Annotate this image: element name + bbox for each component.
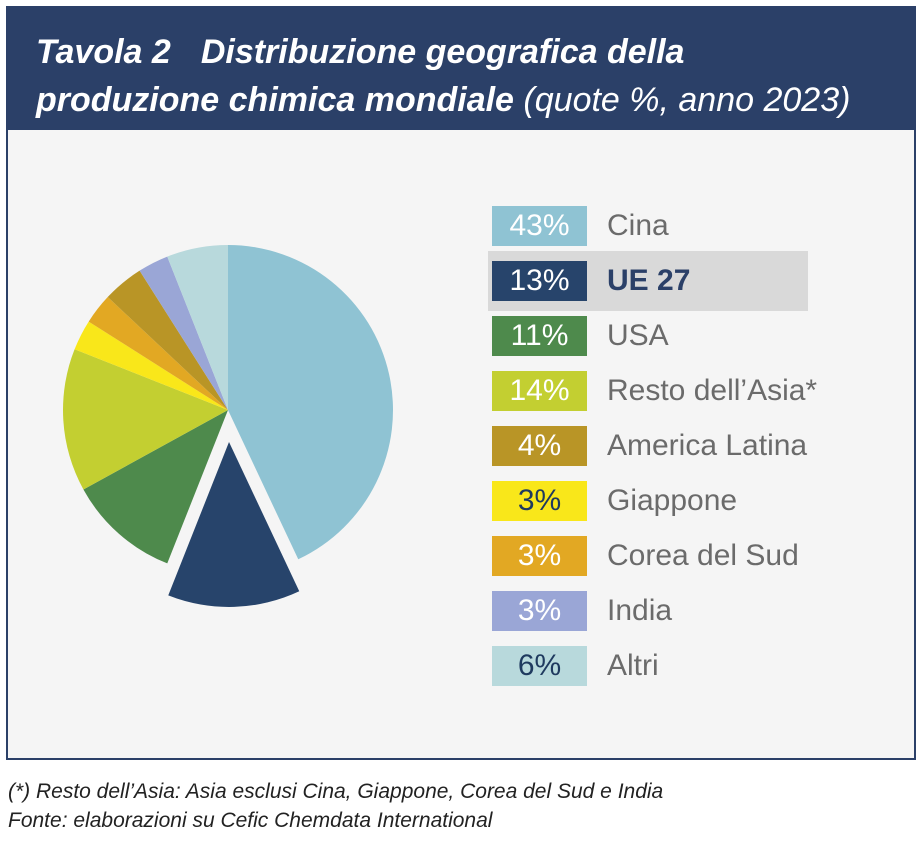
footnotes: (*) Resto dell’Asia: Asia esclusi Cina, … [8, 777, 663, 835]
legend-swatch: 43% [492, 206, 587, 246]
legend-item: 43% Cina [492, 206, 812, 246]
legend-label: Cina [607, 209, 669, 242]
legend-label: Giappone [607, 484, 738, 517]
title-line-1: Tavola 2 Distribuzione geografica della [36, 28, 916, 76]
title-text-1: Distribuzione geografica della [200, 33, 685, 71]
legend-item: 4% America Latina [492, 426, 812, 466]
pie-slice [88, 297, 228, 410]
pie-slice [139, 256, 228, 410]
legend-item: 13% UE 27 [488, 251, 812, 311]
pie-chart [63, 245, 393, 607]
legend-swatch: 13% [492, 261, 587, 301]
pie-slice [107, 270, 228, 410]
pie-slice [228, 245, 393, 560]
legend-label: Resto dell’Asia* [607, 374, 818, 407]
pie-slice [74, 321, 228, 410]
title-subtitle: (quote %, anno 2023) [523, 81, 851, 119]
legend-item: 3% India [492, 591, 812, 631]
legend-swatch: 6% [492, 646, 587, 686]
legend-swatch: 4% [492, 426, 587, 466]
legend-swatch: 3% [492, 591, 587, 631]
pie-slice [83, 410, 228, 564]
footnote-source: Fonte: elaborazioni su Cefic Chemdata In… [8, 809, 493, 832]
legend-item: 11% USA [492, 316, 812, 356]
legend-swatch: 11% [492, 316, 587, 356]
footnote-note: (*) Resto dell’Asia: Asia esclusi Cina, … [8, 780, 664, 803]
legend-label: India [607, 594, 673, 627]
legend-swatch: 3% [492, 536, 587, 576]
title-line-2: produzione chimica mondiale (quote %, an… [36, 76, 916, 124]
legend-item: 6% Altri [492, 646, 812, 686]
legend-item: 3% Giappone [492, 481, 812, 521]
legend-item: 14% Resto dell’Asia* [492, 371, 817, 411]
legend-label: UE 27 [607, 264, 691, 297]
legend-label: America Latina [607, 429, 808, 462]
legend-item: 3% Corea del Sud [492, 536, 812, 576]
chart-header: Tavola 2 Distribuzione geografica della p… [6, 6, 916, 130]
legend-label: Altri [607, 649, 659, 682]
legend-label: Corea del Sud [607, 539, 799, 572]
pie-slice [168, 441, 300, 607]
title-text-2: produzione chimica mondiale [36, 81, 514, 119]
pie-slice [167, 245, 228, 410]
legend-label: USA [607, 319, 669, 352]
legend-swatch: 3% [492, 481, 587, 521]
legend-swatch: 14% [492, 371, 587, 411]
table-label: Tavola 2 [36, 33, 171, 71]
pie-slice [63, 349, 228, 490]
